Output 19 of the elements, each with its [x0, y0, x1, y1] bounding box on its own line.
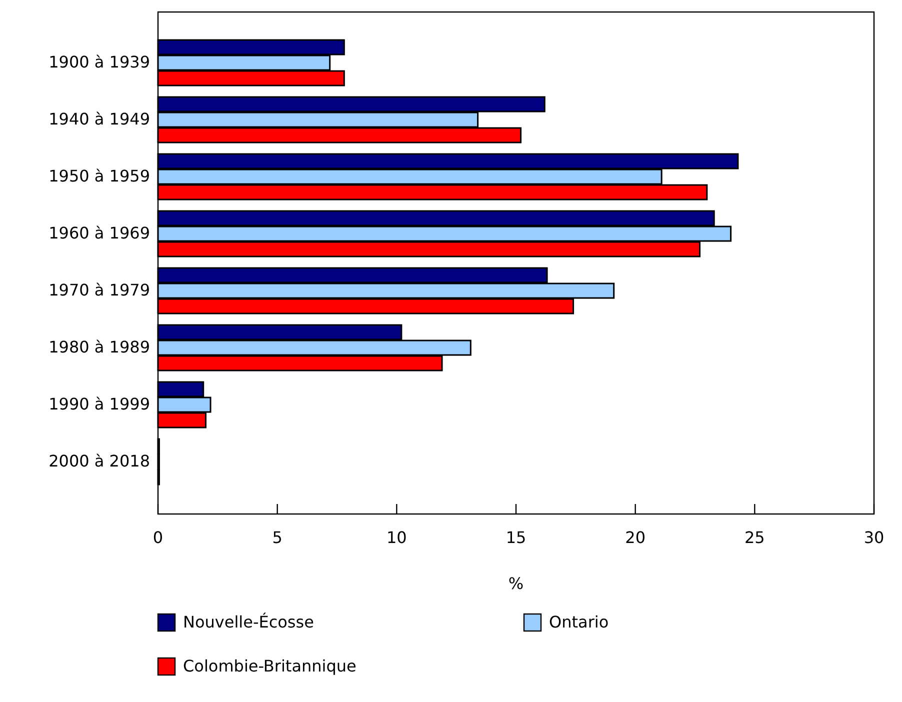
y-tick-label: 1940 à 1949 — [48, 110, 150, 129]
x-tick-label: 5 — [272, 528, 282, 547]
x-axis-title: % — [508, 574, 524, 593]
y-tick-label: 1900 à 1939 — [48, 52, 150, 72]
x-tick-label: 15 — [506, 528, 526, 547]
legend-label: Colombie-Britannique — [183, 656, 356, 676]
y-tick-label: 1980 à 1989 — [48, 338, 150, 357]
legend-label: Nouvelle-Écosse — [183, 612, 314, 632]
x-tick-label: 25 — [744, 528, 765, 547]
y-tick-label: 1950 à 1959 — [48, 166, 150, 186]
y-tick-label: 1990 à 1999 — [48, 394, 150, 414]
x-tick-label: 10 — [386, 528, 407, 547]
legend-label: Ontario — [549, 612, 609, 632]
x-tick-label: 30 — [864, 528, 884, 547]
y-tick-label: 2000 à 2018 — [48, 452, 150, 471]
y-tick-label: 1970 à 1979 — [48, 280, 150, 300]
y-tick-label: 1960 à 1969 — [48, 224, 150, 243]
x-tick-label: 0 — [152, 528, 164, 547]
x-tick-label: 20 — [625, 528, 646, 547]
